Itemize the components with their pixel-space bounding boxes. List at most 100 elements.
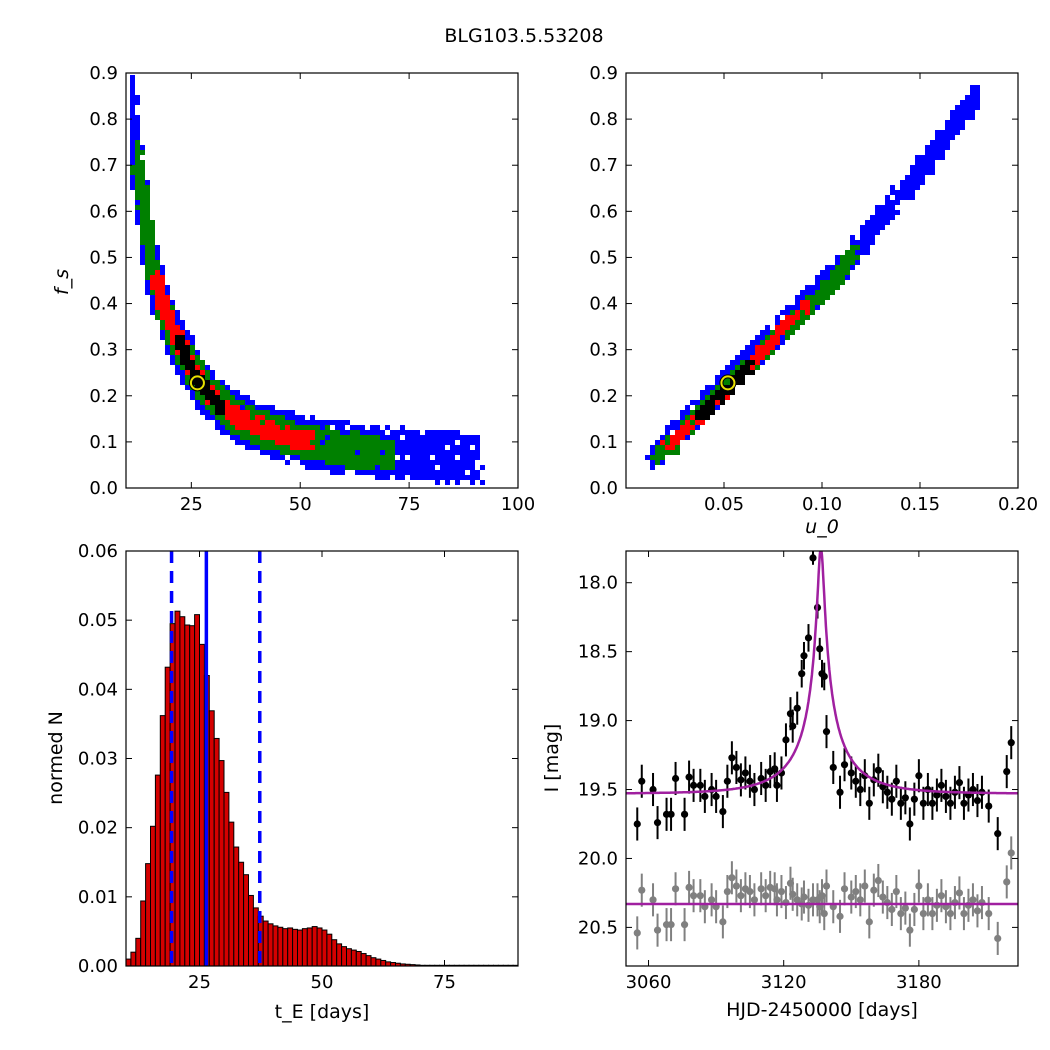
- heat-cell-blue: [400, 440, 405, 445]
- heat-cell-green: [150, 265, 155, 270]
- heat-cell-green: [375, 440, 380, 445]
- heat-cell-green: [370, 435, 375, 440]
- heat-cell-blue: [310, 420, 315, 425]
- heat-cell-green: [240, 400, 245, 405]
- heat-cell-blue: [680, 415, 685, 420]
- heat-cell-blue: [410, 450, 415, 455]
- heat-cell-blue: [295, 415, 300, 420]
- heat-cell-green: [140, 195, 145, 200]
- heat-cell-green: [180, 365, 185, 370]
- heat-cell-blue: [400, 425, 405, 430]
- heat-cell-black: [185, 350, 190, 355]
- heat-cell-blue: [275, 410, 280, 415]
- heat-cell-red: [240, 425, 245, 430]
- heat-cell-blue: [415, 475, 420, 480]
- heat-cell-blue: [805, 285, 810, 290]
- heat-cell-green: [290, 420, 295, 425]
- heat-cell-green: [225, 425, 230, 430]
- heat-cell-blue: [660, 460, 665, 465]
- heat-cell-red: [285, 440, 290, 445]
- heat-cell-blue: [390, 435, 395, 440]
- heat-cell-blue: [285, 460, 290, 465]
- heat-cell-blue: [685, 405, 690, 410]
- heat-cell-green: [140, 165, 145, 170]
- heat-cell-blue: [395, 445, 400, 450]
- heat-cell-green: [235, 430, 240, 435]
- heat-cell-blue: [130, 150, 135, 155]
- heat-cell-blue: [395, 465, 400, 470]
- heat-cell-blue: [235, 390, 240, 395]
- heat-cell-green: [350, 460, 355, 465]
- heat-cell-green: [195, 355, 200, 360]
- heat-cell-green: [320, 430, 325, 435]
- heat-cell-blue: [365, 470, 370, 475]
- heat-cell-blue: [860, 245, 865, 250]
- heat-cell-green: [195, 360, 200, 365]
- x-tick-label: 50: [289, 494, 312, 515]
- heat-cell-blue: [130, 125, 135, 130]
- heat-cell-green: [135, 150, 140, 155]
- heat-cell-blue: [705, 385, 710, 390]
- heat-cell-blue: [435, 455, 440, 460]
- heat-cell-blue: [730, 360, 735, 365]
- heat-cell-blue: [130, 95, 135, 100]
- heat-cell-blue: [410, 465, 415, 470]
- heat-cell-red: [170, 315, 175, 320]
- heat-cell-blue: [130, 140, 135, 145]
- heat-cell-green: [255, 410, 260, 415]
- heat-cell-blue: [130, 185, 135, 190]
- heat-cell-blue: [140, 260, 145, 265]
- panel-fs-vs-te: 25 50 75 1000.00.10.20.30.40.50.60.70.80.9f…: [51, 63, 535, 515]
- heat-cell-green: [375, 435, 380, 440]
- heat-cell-blue: [195, 350, 200, 355]
- heat-cell-red: [165, 320, 170, 325]
- heat-cell-red: [240, 410, 245, 415]
- heat-cell-green: [140, 185, 145, 190]
- heat-cell-green: [145, 200, 150, 205]
- heat-cell-green: [310, 450, 315, 455]
- heat-cell-blue: [775, 315, 780, 320]
- heat-cell-green: [315, 450, 320, 455]
- heat-cell-blue: [780, 310, 785, 315]
- heat-cell-green: [345, 455, 350, 460]
- heat-cell-red: [255, 420, 260, 425]
- heat-cell-green: [130, 170, 135, 175]
- heat-cell-green: [270, 415, 275, 420]
- heat-cell-green: [380, 460, 385, 465]
- heat-cell-green: [145, 260, 150, 265]
- heat-cell-green: [335, 450, 340, 455]
- heat-cell-blue: [290, 455, 295, 460]
- heat-cell-blue: [380, 475, 385, 480]
- heat-cell-green: [145, 230, 150, 235]
- heat-cell-green: [270, 445, 275, 450]
- heat-cell-blue: [665, 425, 670, 430]
- heat-cell-red: [265, 435, 270, 440]
- heat-cell-red: [165, 295, 170, 300]
- heat-cell-green: [360, 435, 365, 440]
- heat-cell-green: [150, 270, 155, 275]
- heat-cell-green: [225, 390, 230, 395]
- heat-cell-green: [265, 445, 270, 450]
- heat-cell-blue: [360, 430, 365, 435]
- heat-cell-blue: [420, 435, 425, 440]
- heat-cell-green: [275, 415, 280, 420]
- heat-cell-blue: [675, 420, 680, 425]
- heat-cell-blue: [420, 455, 425, 460]
- heat-cell-red: [190, 355, 195, 360]
- heat-cell-blue: [745, 350, 750, 355]
- heat-cell-blue: [435, 445, 440, 450]
- heat-cell-blue: [410, 430, 415, 435]
- heat-cell-blue: [425, 450, 430, 455]
- heat-cell-green: [330, 435, 335, 440]
- heat-cell-green: [360, 460, 365, 465]
- heat-cell-blue: [815, 275, 820, 280]
- heat-cell-red: [160, 300, 165, 305]
- heat-cell-blue: [360, 470, 365, 475]
- heat-cell-red: [175, 325, 180, 330]
- heat-cell-red: [225, 400, 230, 405]
- heat-cell-black: [180, 335, 185, 340]
- heat-cell-blue: [440, 435, 445, 440]
- heat-cell-blue: [145, 285, 150, 290]
- heat-cell-red: [175, 350, 180, 355]
- heat-cell-green: [150, 245, 155, 250]
